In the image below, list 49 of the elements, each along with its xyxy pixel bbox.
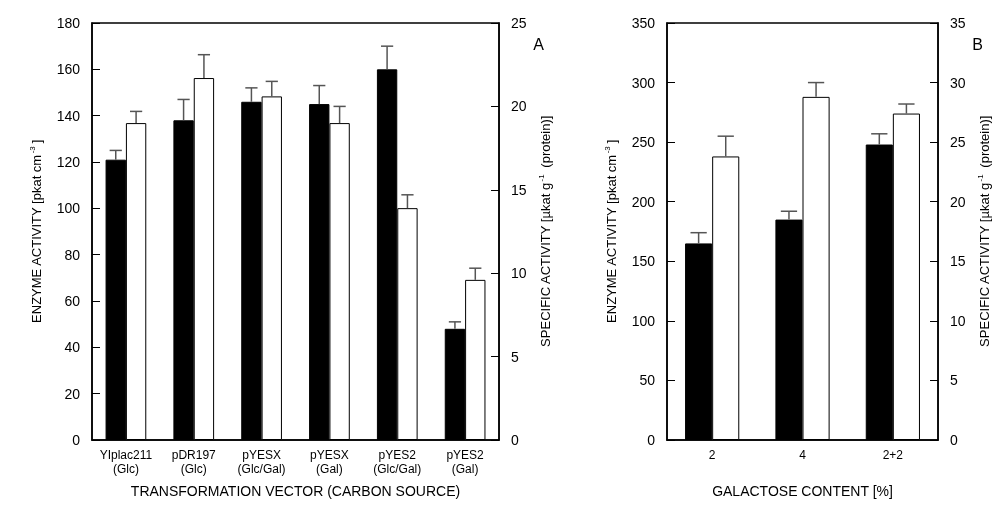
y-tick-label: 300 xyxy=(631,74,656,91)
x-tick-label: pYESX (Gal) xyxy=(310,448,349,476)
y-axis-title: ENZYME ACTIVITY [pkat cm-3] xyxy=(27,139,44,323)
x-tick-label: 4 xyxy=(799,448,807,462)
y2-tick-label: 35 xyxy=(950,15,966,31)
y2-tick-label: 20 xyxy=(950,193,966,210)
y2-tick-label: 10 xyxy=(511,265,527,282)
x-axis-title: TRANSFORMATION VECTOR (CARBON SOURCE) xyxy=(130,483,461,499)
y2-tick-label: 20 xyxy=(511,98,527,115)
x-tick-label: pYESX (Glc/Gal) xyxy=(237,448,286,476)
y2-axis-title: SPECIFIC ACTIVITY [µkat g-1 (protein)] xyxy=(537,115,553,347)
text: A xyxy=(533,35,545,53)
y-tick-label: 120 xyxy=(56,154,81,170)
x-tick-label: pDR197 (Glc) xyxy=(171,448,217,476)
x-axis-title: GALACTOSE CONTENT [%] xyxy=(712,483,893,499)
y-tick-label: 140 xyxy=(56,107,81,124)
y-axis-title: ENZYME ACTIVITY [pkat cm-3] xyxy=(602,139,619,323)
y2-tick-label: 30 xyxy=(950,74,966,91)
y2-tick-label: 0 xyxy=(950,432,959,448)
x-tick-label: pYES2 (Gal) xyxy=(446,448,485,476)
y-tick-label: 250 xyxy=(631,134,656,151)
y-tick-label: 200 xyxy=(631,193,656,210)
y-tick-label: 40 xyxy=(64,339,81,356)
y-tick-label: 100 xyxy=(631,312,656,329)
y-tick-label: 150 xyxy=(631,253,656,270)
y2-tick-label: 5 xyxy=(950,372,959,389)
x-tick-label: YIplac211 (Glc) xyxy=(99,448,153,476)
y-tick-label: 50 xyxy=(639,372,656,389)
y2-tick-label: 0 xyxy=(511,432,520,448)
y-tick-label: 350 xyxy=(631,15,656,31)
y2-tick-label: 15 xyxy=(950,253,966,270)
text: B xyxy=(972,35,983,53)
y-tick-label: 80 xyxy=(64,246,81,263)
y-tick-label: 20 xyxy=(64,385,81,402)
y2-tick-label: 15 xyxy=(511,181,527,198)
y-tick-label: 180 xyxy=(56,15,81,31)
y2-tick-label: 25 xyxy=(950,134,966,151)
y-tick-label: 160 xyxy=(56,61,81,78)
y2-tick-label: 10 xyxy=(950,312,966,329)
x-tick-label: 2+2 xyxy=(882,448,904,462)
x-tick-label: 2 xyxy=(708,448,716,462)
y2-axis-title: SPECIFIC ACTIVITY [µkat g-1 (protein)] xyxy=(976,115,992,347)
y2-tick-label: 5 xyxy=(511,348,520,365)
y2-tick-label: 25 xyxy=(511,15,527,31)
y-tick-label: 100 xyxy=(56,200,81,217)
y-tick-label: 0 xyxy=(72,432,81,448)
y-tick-label: 0 xyxy=(647,432,656,448)
y-tick-label: 60 xyxy=(64,293,81,309)
x-tick-label: pYES2 (Glc/Gal) xyxy=(373,448,422,476)
